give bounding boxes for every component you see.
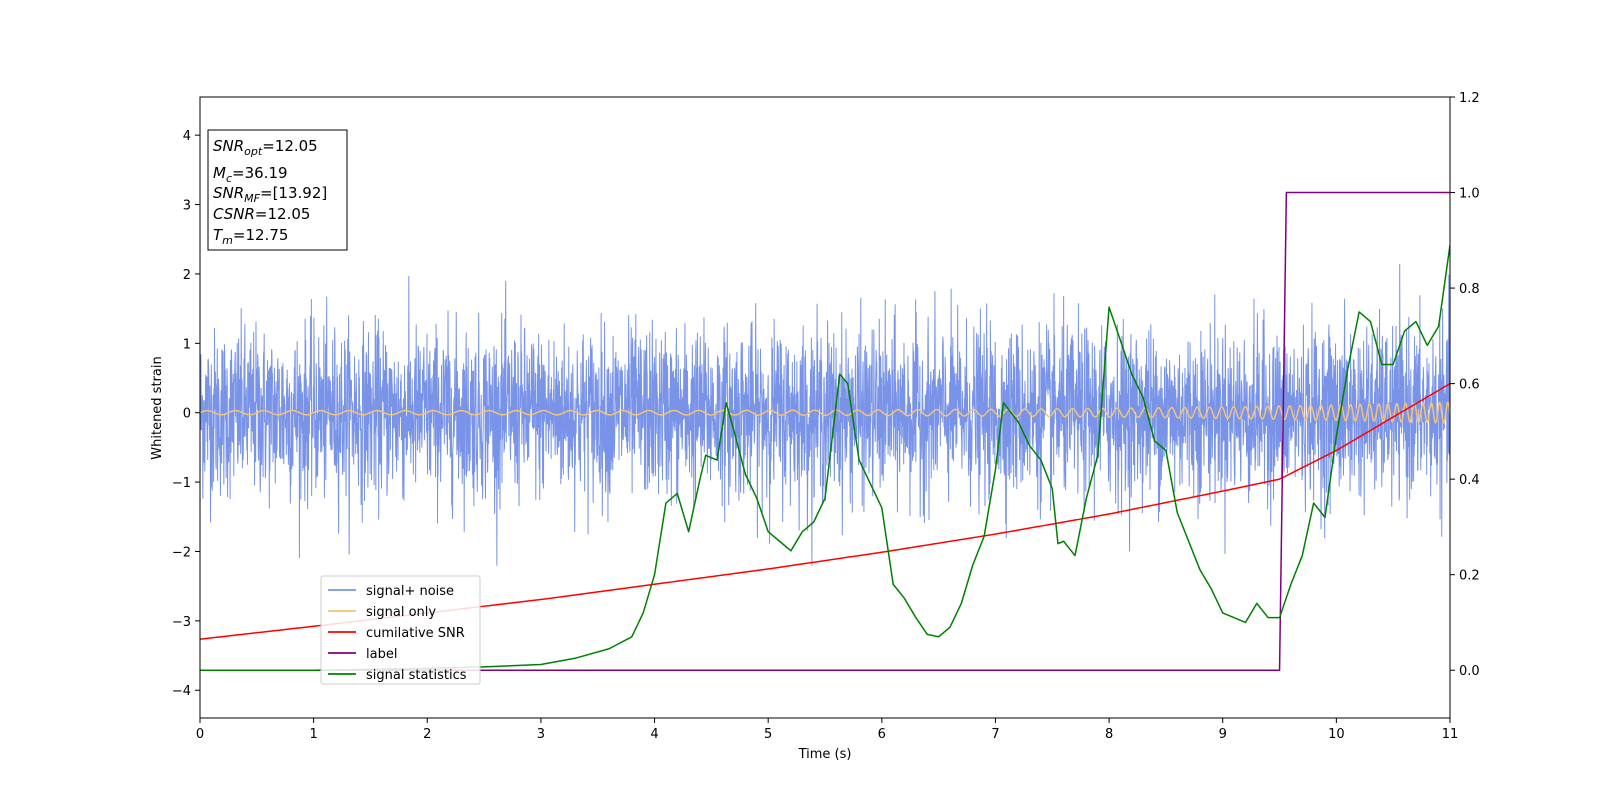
- y-axis-right: 0.0 0.2 0.4 0.6 0.8 1.0 1.2: [1450, 91, 1480, 679]
- x-tick-label: 11: [1442, 727, 1459, 742]
- legend-frame: [320, 575, 481, 685]
- y-axis-left: −4 −3 −2 −1 0 1 2 3 4: [172, 129, 200, 699]
- y-tick-label: 3: [183, 199, 191, 214]
- series-line-label: [200, 191, 1450, 671]
- y2-tick-label: 1.2: [1459, 91, 1480, 106]
- y-tick-label: −4: [172, 684, 191, 699]
- legend-label: label: [366, 647, 397, 662]
- x-axis: 0 1 2 3 4 5 6 7 8 9 10 11: [196, 718, 1458, 742]
- y-tick-label: −3: [172, 615, 191, 630]
- y2-tick-label: 0.0: [1459, 664, 1480, 679]
- x-tick-label: 3: [537, 727, 545, 742]
- y2-tick-label: 0.6: [1459, 378, 1480, 393]
- y-tick-label: −1: [172, 476, 191, 491]
- legend-label: cumilative SNR: [366, 626, 465, 641]
- series-line-signal-statistics: [200, 244, 1450, 671]
- y2-tick-label: 0.2: [1459, 569, 1480, 584]
- annotation-box-frame: [207, 129, 348, 251]
- x-tick-label: 0: [196, 727, 204, 742]
- legend: signal+ noise signal only cumilative SNR la…: [320, 575, 481, 685]
- x-tick-label: 8: [1105, 727, 1113, 742]
- annotation-line: Tm=12.75: [213, 226, 288, 247]
- series-layer: [200, 191, 1450, 671]
- y-tick-label: 2: [183, 268, 191, 283]
- legend-label: signal+ noise: [366, 584, 454, 599]
- y-tick-label: 0: [183, 407, 191, 422]
- annotation-line: SNRMF=[13.92]: [213, 184, 327, 205]
- annotation-box: SNRopt=12.05 Mc=36.19SNRMF=[13.92]CSNR=12…: [207, 129, 348, 251]
- legend-label: signal statistics: [366, 668, 467, 683]
- x-tick-label: 5: [764, 727, 772, 742]
- x-tick-label: 4: [650, 727, 658, 742]
- legend-label: signal only: [366, 605, 436, 620]
- y2-tick-label: 0.4: [1459, 473, 1480, 488]
- x-tick-label: 2: [423, 727, 431, 742]
- x-tick-label: 7: [991, 727, 999, 742]
- annotation-line: Mc=36.19: [213, 164, 288, 185]
- y-tick-label: 1: [183, 337, 191, 352]
- annotation-line: CSNR=12.05: [213, 205, 310, 223]
- series-line-signal-only: [200, 401, 1450, 424]
- x-axis-label: Time (s): [798, 747, 852, 762]
- y-axis-label: Whitened strain: [150, 356, 165, 459]
- x-tick-label: 6: [878, 727, 886, 742]
- x-tick-label: 9: [1219, 727, 1227, 742]
- plot-frame: [199, 96, 1451, 719]
- y2-tick-label: 0.8: [1459, 282, 1480, 297]
- y-tick-label: −2: [172, 545, 191, 560]
- x-tick-label: 10: [1328, 727, 1345, 742]
- annotation-line: SNRopt=12.05: [213, 137, 318, 158]
- series-line-signal-noise: [200, 263, 1450, 566]
- y-tick-label: 4: [183, 129, 191, 144]
- x-tick-label: 1: [309, 727, 317, 742]
- y2-tick-label: 1.0: [1459, 187, 1480, 202]
